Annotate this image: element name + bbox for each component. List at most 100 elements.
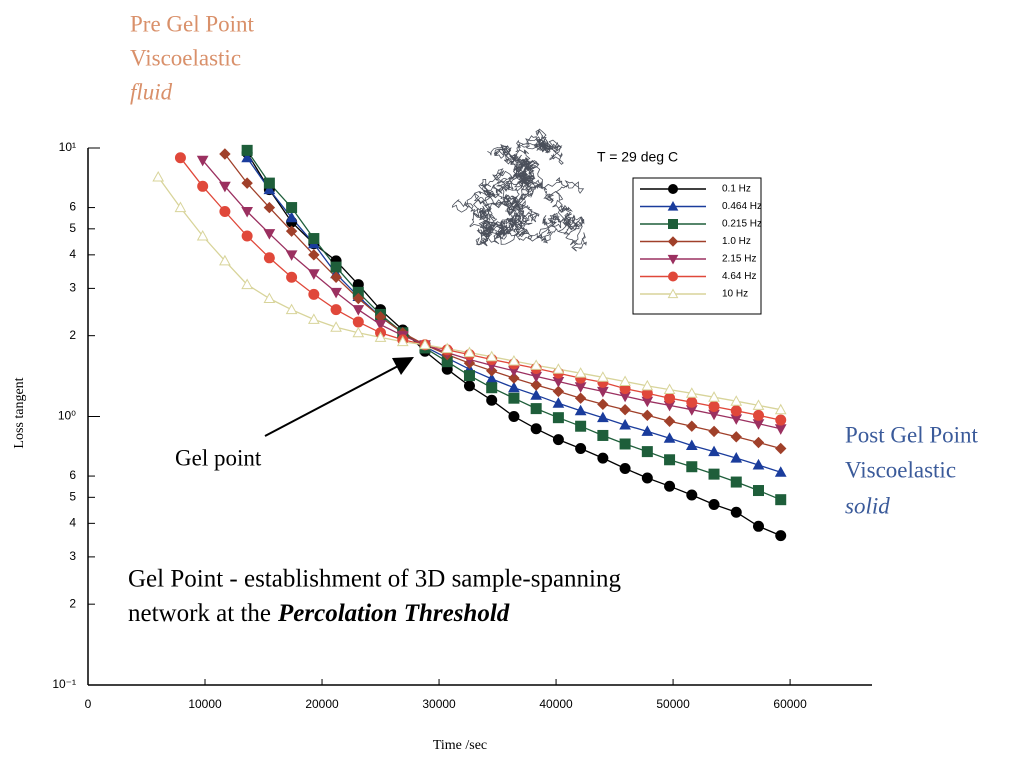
marker [307, 313, 320, 324]
x-tick-label: 60000 [773, 697, 807, 711]
marker [486, 382, 498, 394]
marker [641, 425, 654, 436]
annotation: network at the [128, 600, 271, 627]
marker [263, 292, 276, 304]
marker [708, 391, 720, 402]
x-tick-label: 10000 [188, 697, 222, 711]
arrow-head [392, 357, 414, 375]
y-tick-label: 6 [69, 200, 76, 214]
y-tick-label: 10⁰ [58, 409, 76, 423]
marker [708, 400, 720, 412]
annotation: Post Gel Point [845, 422, 979, 447]
marker [530, 359, 543, 370]
marker [330, 271, 342, 283]
marker [286, 202, 298, 214]
marker [775, 442, 787, 455]
marker [441, 342, 454, 354]
marker [708, 499, 720, 511]
marker [730, 405, 742, 417]
marker [263, 183, 276, 195]
marker [619, 403, 631, 416]
marker [752, 458, 765, 470]
marker [708, 425, 720, 438]
marker [352, 292, 365, 305]
marker [597, 371, 609, 382]
marker [552, 363, 565, 374]
marker [686, 461, 698, 473]
marker [241, 177, 253, 189]
legend-label: 10 Hz [722, 289, 748, 300]
marker [730, 476, 742, 488]
marker [641, 379, 654, 391]
marker [419, 338, 431, 350]
marker [752, 399, 765, 410]
marker [597, 398, 609, 411]
marker [641, 446, 653, 458]
marker [552, 434, 564, 446]
marker [574, 404, 587, 416]
marker [663, 415, 676, 427]
marker [285, 303, 298, 315]
y-axis-label: Loss tangent [12, 377, 27, 448]
marker [774, 424, 787, 435]
legend: T = 29 deg C 0.1 Hz 0.464 Hz 0.215 Hz 1.0 H… [597, 149, 762, 315]
annotation: Pre Gel Point [130, 11, 255, 36]
marker [775, 494, 787, 506]
y-tick-label: 3 [69, 281, 76, 295]
marker [686, 396, 698, 408]
series-line [179, 157, 781, 421]
annotation: solid [845, 493, 890, 518]
marker [330, 261, 342, 273]
marker [285, 250, 298, 261]
y-tick-label: 4 [69, 516, 76, 530]
annotation: network at the Percolation Threshold [128, 600, 510, 627]
marker [619, 418, 631, 430]
marker [775, 530, 787, 542]
marker [241, 230, 253, 242]
marker [219, 181, 231, 193]
marker [307, 269, 320, 280]
marker [664, 454, 676, 466]
marker [352, 305, 365, 316]
y-tick-label: 6 [69, 468, 76, 482]
marker [619, 463, 631, 475]
y-tick-label: 2 [69, 596, 76, 610]
marker [308, 233, 320, 245]
marker [219, 148, 231, 160]
x-tick-label: 40000 [539, 697, 573, 711]
marker [530, 423, 542, 435]
marker [174, 152, 186, 164]
marker [708, 445, 720, 457]
marker [708, 468, 720, 480]
marker [552, 397, 565, 408]
marker [597, 411, 609, 423]
marker [285, 211, 298, 223]
marker [730, 395, 743, 406]
marker [174, 201, 187, 213]
marker [619, 375, 631, 387]
marker [286, 271, 298, 283]
annotation: Gel point [175, 445, 262, 470]
marker [685, 439, 698, 450]
marker [686, 489, 698, 501]
marker [485, 350, 498, 362]
y-tick-label: 4 [69, 247, 76, 261]
marker [330, 287, 342, 299]
x-tick-label: 20000 [305, 697, 339, 711]
marker [352, 316, 364, 328]
marker [752, 485, 764, 497]
marker [668, 271, 678, 282]
marker [219, 254, 231, 266]
marker [241, 151, 253, 163]
marker [667, 288, 679, 299]
x-tick-label: 50000 [656, 697, 690, 711]
arrow-line [264, 364, 401, 437]
y-tick-label: 10⁻¹ [52, 677, 76, 691]
legend-label: 0.464 Hz [722, 201, 762, 212]
marker [663, 432, 676, 443]
marker [730, 452, 743, 463]
marker [241, 207, 253, 218]
y-tick-label: 5 [69, 221, 76, 235]
marker [552, 412, 564, 424]
marker [486, 394, 498, 406]
